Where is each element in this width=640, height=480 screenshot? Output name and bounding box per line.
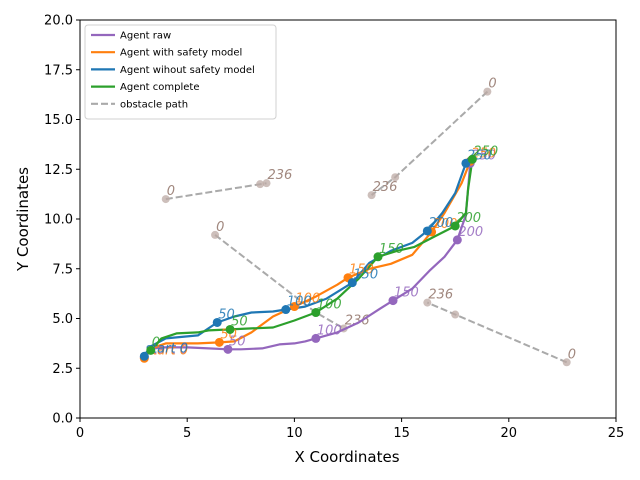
legend-label: Agent with safety model: [120, 48, 242, 59]
series-point: [223, 344, 233, 354]
obstacle-end-label: 236: [268, 168, 293, 183]
obstacle-point: [483, 87, 492, 96]
point-label: 100: [287, 295, 312, 310]
point-label: 250: [471, 146, 496, 161]
series-point: [214, 337, 224, 347]
obstacle-path-line: [214, 234, 345, 330]
obstacle-point: [423, 298, 432, 307]
series-point: [347, 278, 357, 288]
point-label: 0: [152, 335, 160, 350]
point-label: 250: [471, 148, 496, 163]
point-label: 200: [458, 225, 483, 240]
point-label: 100: [295, 292, 320, 307]
x-tick-label: 10: [286, 426, 303, 441]
obstacle-end-label: 236: [373, 180, 398, 195]
series-point: [139, 351, 149, 361]
x-tick-label: 20: [501, 426, 518, 441]
y-tick-label: 12.5: [44, 163, 73, 178]
series-point: [388, 296, 398, 306]
series-point: [281, 305, 291, 315]
point-label: 100: [317, 298, 342, 313]
obstacle-point: [391, 173, 400, 182]
point-label: 50: [218, 307, 235, 322]
series-point: [212, 317, 222, 327]
point-label: 50: [231, 314, 248, 329]
obstacle-start-label: 0: [488, 77, 496, 92]
obstacle-point: [161, 195, 170, 204]
point-label: 150: [353, 268, 378, 283]
legend-label: Agent wihout safety model: [120, 65, 255, 76]
x-tick-label: 15: [393, 426, 410, 441]
series-point: [225, 324, 235, 334]
point-label: start 0: [145, 343, 188, 358]
obstacle-point: [451, 310, 460, 319]
point-label: 200: [456, 211, 481, 226]
point-label: 100: [317, 323, 342, 338]
y-axis-title: Y Coordinates: [14, 167, 32, 272]
y-tick-label: 10.0: [44, 213, 73, 228]
obstacle-point: [367, 191, 376, 200]
y-tick-label: 7.5: [52, 262, 73, 277]
axes-layer: 0 5 10 15 20 25 0.0 2.5 5.0 7.5 10.0 12.5 15.0 17.5 20…: [44, 14, 624, 442]
series-point: [467, 154, 477, 164]
point-label: 150: [394, 286, 419, 301]
legend: Agent raw Agent with safety model Agent wi…: [84, 24, 277, 120]
y-tick-label: 0.0: [52, 412, 73, 427]
point-label: 250: [473, 144, 498, 159]
x-tick-label: 25: [608, 426, 625, 441]
legend-label: obstacle path: [120, 99, 188, 110]
obstacle-start-label: 0: [568, 347, 576, 362]
obstacle-point: [262, 179, 271, 188]
legend-label: Agent complete: [120, 82, 200, 93]
obstacle-end-label: 236: [428, 288, 453, 303]
obstacle-start-label: 0: [167, 184, 175, 199]
x-tick-label: 5: [183, 426, 191, 441]
point-label: 150: [379, 242, 404, 257]
obstacle-start-label: 0: [216, 220, 224, 235]
legend-label: Agent raw: [120, 31, 171, 42]
x-tick-label: 0: [76, 426, 84, 441]
obstacle-end-label: 236: [345, 313, 370, 328]
series-point: [146, 345, 156, 355]
series-point: [311, 333, 321, 343]
y-tick-label: 17.5: [44, 63, 73, 78]
series-point: [452, 235, 462, 245]
legend-box: [84, 24, 277, 120]
point-label: start 0: [145, 341, 188, 356]
point-label: 200: [433, 217, 458, 232]
series-point: [461, 158, 471, 168]
series-point: [450, 221, 460, 231]
point-label: 50: [229, 334, 246, 349]
obstacle-point: [562, 358, 571, 367]
obstacle-point: [256, 180, 265, 189]
obstacle-point: [211, 230, 220, 239]
x-axis-title: X Coordinates: [294, 448, 399, 466]
point-label: start 0: [145, 342, 188, 357]
y-tick-label: 2.5: [52, 362, 73, 377]
series-line: [143, 163, 472, 358]
point-label: 150: [349, 263, 374, 278]
series-point: [289, 302, 299, 312]
y-tick-label: 15.0: [44, 113, 73, 128]
y-tick-label: 20.0: [44, 14, 73, 29]
series-point: [373, 252, 383, 262]
point-label: 200: [428, 216, 453, 231]
series-point: [422, 226, 432, 236]
y-tick-label: 5.0: [52, 312, 73, 327]
series-point: [311, 308, 321, 318]
